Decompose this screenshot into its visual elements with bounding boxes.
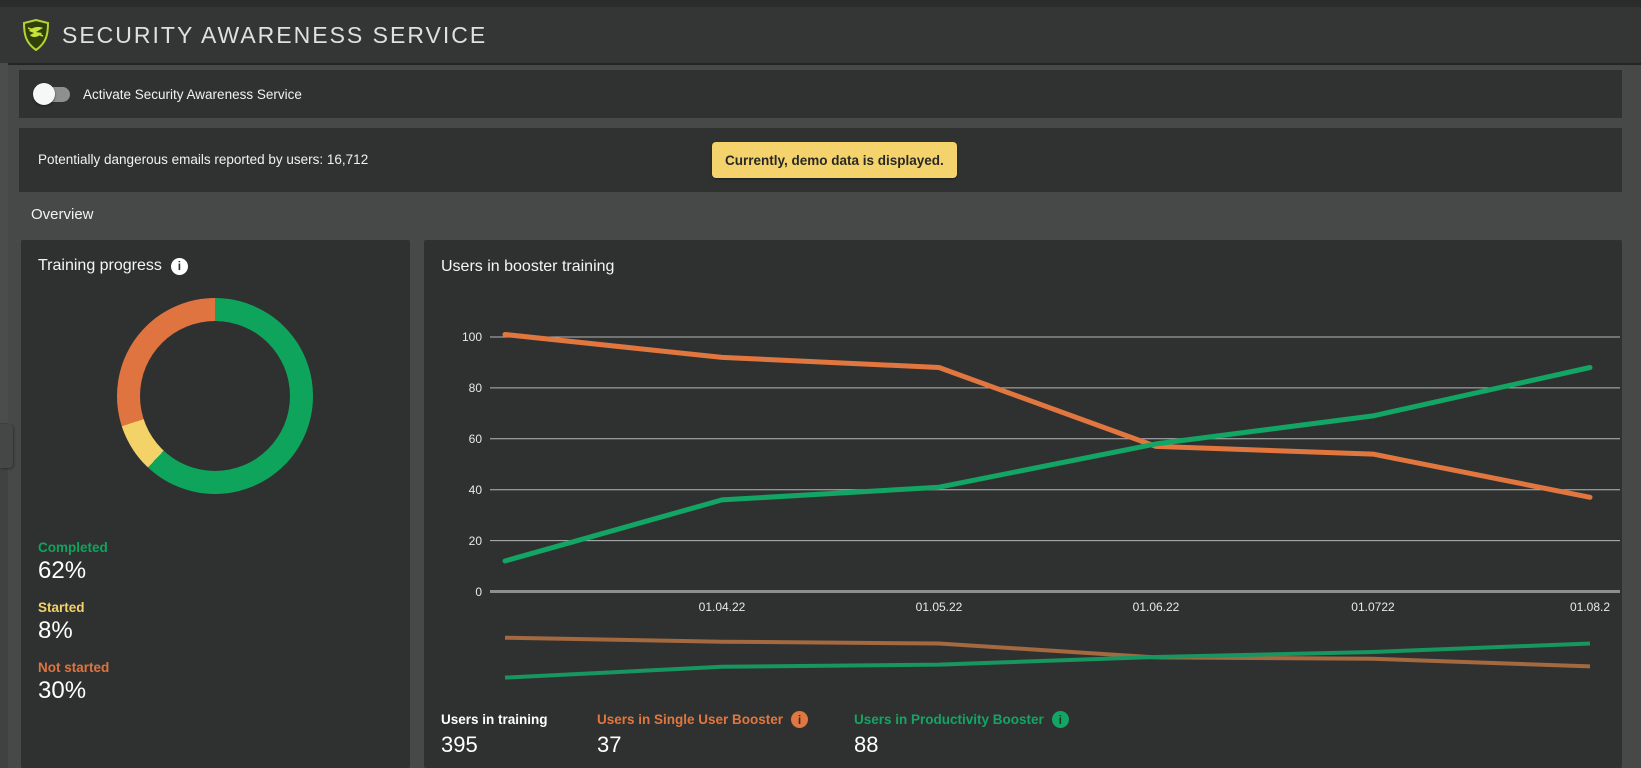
- legend-item-completed: Completed 62%: [38, 540, 109, 586]
- stat-users-in-training: Users in training 395: [441, 711, 548, 759]
- stat-single-user-booster: Users in Single User Booster i 37: [597, 711, 809, 759]
- training-progress-card: Training progress i Completed 62% Starte…: [21, 240, 410, 768]
- reported-emails-text: Potentially dangerous emails reported by…: [38, 152, 369, 167]
- legend-label: Completed: [38, 540, 108, 555]
- stat-value: 395: [441, 732, 478, 757]
- y-tick-label: 80: [468, 380, 482, 395]
- window-top-strip: [0, 0, 1641, 7]
- y-tick-label: 100: [461, 330, 482, 344]
- activate-service-label: Activate Security Awareness Service: [83, 86, 302, 102]
- x-tick-label: 01.05.22: [915, 600, 963, 614]
- productivity-booster-info-icon[interactable]: i: [1051, 711, 1069, 728]
- section-title-overview: Overview: [31, 206, 94, 223]
- donut-hole: [140, 321, 290, 471]
- chart-navigator[interactable]: [490, 630, 1620, 690]
- y-tick-label: 40: [468, 482, 482, 497]
- stat-label: Users in Productivity Booster i: [854, 711, 1069, 728]
- reported-emails-bar: Potentially dangerous emails reported by…: [19, 128, 1622, 192]
- hornet-shield-logo-icon: [22, 19, 50, 51]
- legend-label: Started: [38, 600, 85, 615]
- y-tick-label: 20: [468, 533, 482, 548]
- y-tick-label: 0: [475, 584, 482, 599]
- stat-productivity-booster: Users in Productivity Booster i 88: [854, 711, 1069, 759]
- stat-value: 88: [854, 732, 879, 757]
- legend-item-not-started: Not started 30%: [38, 660, 109, 706]
- legend-label: Not started: [38, 660, 110, 675]
- booster-training-card: Users in booster training 0 20 40 60 80 100 0…: [424, 240, 1622, 768]
- donut-legend: Completed 62% Started 8% Not started 30%: [38, 540, 109, 720]
- y-tick-label: 60: [468, 431, 482, 446]
- booster-line-chart: [490, 332, 1620, 593]
- collapsed-sidebar-strip: [0, 63, 8, 423]
- stat-label: Users in Single User Booster i: [597, 711, 809, 728]
- x-tick-label: 01.04.22: [698, 600, 746, 614]
- stat-label: Users in training: [441, 712, 548, 727]
- app-header: SECURITY AWARENESS SERVICE: [0, 7, 1641, 65]
- activation-bar: Activate Security Awareness Service: [19, 70, 1622, 118]
- x-tick-label: 01.06.22: [1132, 600, 1180, 614]
- legend-value: 8%: [38, 617, 73, 644]
- toggle-knob: [33, 82, 55, 105]
- legend-value: 62%: [38, 557, 87, 584]
- legend-value: 30%: [38, 677, 87, 704]
- training-progress-title: Training progress: [38, 257, 162, 274]
- booster-training-title: Users in booster training: [441, 258, 615, 275]
- collapsed-sidebar-strip-lower: [0, 423, 8, 768]
- sidebar-collapse-handle[interactable]: [0, 424, 13, 468]
- single-user-booster-info-icon[interactable]: i: [791, 711, 809, 728]
- page-title: SECURITY AWARENESS SERVICE: [62, 21, 488, 48]
- training-progress-info-icon[interactable]: i: [170, 257, 188, 275]
- demo-data-badge: Currently, demo data is displayed.: [712, 142, 957, 178]
- x-tick-label: 01.08.2: [1569, 600, 1611, 614]
- stat-value: 37: [597, 732, 622, 757]
- activate-service-toggle[interactable]: [33, 82, 71, 105]
- legend-item-started: Started 8%: [38, 600, 109, 646]
- x-tick-label: 01.0722: [1351, 600, 1395, 614]
